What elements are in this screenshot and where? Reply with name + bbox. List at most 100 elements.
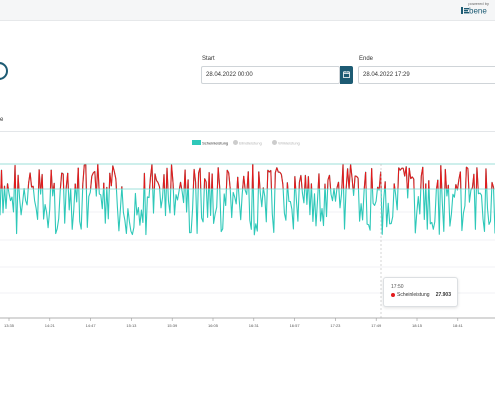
calendar-icon [343, 71, 350, 78]
peak-segment [397, 167, 400, 190]
tooltip-series-name: Scheinleistung [397, 292, 430, 298]
peak-segment [113, 171, 117, 180]
peak-segment [304, 175, 307, 190]
peak-segment [94, 171, 97, 190]
tooltip-value: 27.903 [435, 292, 451, 298]
peak-segment [351, 178, 354, 190]
x-tick-label: 14:21 [45, 323, 56, 328]
peak-segment [170, 164, 174, 183]
peak-segment [485, 168, 488, 190]
peak-segment [163, 174, 166, 190]
power-chart[interactable]: 13:35 14:21 14:47 15:13 15:39 16:05 16:31 16:57… [0, 150, 495, 332]
peak-segment [422, 167, 424, 190]
peak-segment [399, 167, 403, 171]
peak-segment [466, 166, 469, 169]
peak-segment [252, 164, 254, 190]
peak-segment [420, 176, 422, 190]
peak-segment [199, 167, 202, 190]
peak-segment [405, 166, 408, 190]
peak-segment [276, 167, 279, 173]
peak-segment [59, 172, 63, 190]
start-label: Start [202, 56, 215, 62]
start-calendar-button[interactable] [340, 66, 353, 84]
section-label-fragment: e [0, 117, 4, 123]
x-tick-label: 18:41 [453, 323, 464, 328]
peak-segment [67, 172, 69, 190]
tooltip-time: 17:50 [391, 284, 404, 290]
end-date-field[interactable]: 28.04.2022 17:29 [358, 66, 495, 84]
x-tick-label: 14:47 [86, 323, 97, 328]
peak-segment [491, 182, 495, 188]
peak-segment [270, 170, 273, 190]
legend-item-scheinleistung[interactable]: Scheinleistung [192, 140, 228, 148]
peak-segment [157, 182, 161, 187]
peak-segment [85, 164, 87, 190]
peak-segment [61, 172, 64, 175]
legend-label: Scheinleistung [202, 140, 229, 146]
series-line [0, 163, 495, 236]
peak-segment [193, 169, 197, 183]
x-tick-label: 16:05 [208, 323, 219, 328]
peak-segment [328, 175, 332, 190]
peak-segment [294, 176, 297, 190]
peak-segment [151, 164, 154, 190]
peak-segment [247, 171, 250, 190]
section-divider [0, 131, 495, 132]
start-date-field[interactable]: 28.04.2022 00:00 [201, 66, 340, 84]
peak-segment [286, 182, 289, 190]
x-tick-label: 15:39 [167, 323, 178, 328]
peak-segment [467, 168, 470, 190]
peak-segment [237, 177, 240, 190]
peak-segment [455, 184, 458, 190]
peak-segment [266, 170, 269, 190]
peak-segment [153, 173, 156, 190]
peak-segment [204, 178, 207, 182]
refresh-toggle-icon[interactable] [0, 62, 8, 80]
peak-segment [407, 168, 410, 190]
peak-segment [465, 167, 467, 190]
brand-logo[interactable]: bene [461, 6, 495, 18]
peak-segment [243, 176, 246, 190]
x-axis: 13:35 14:21 14:47 15:13 15:39 16:05 16:31 16:57… [0, 317, 495, 328]
x-tick-label: 18:15 [412, 323, 423, 328]
top-bar: powered by bene [0, 0, 495, 21]
series-scheinleistung [0, 163, 495, 236]
peak-segment [208, 172, 211, 190]
peak-segment [29, 172, 33, 188]
x-tick-label: 16:31 [249, 323, 260, 328]
legend-item-blindleistung[interactable]: Blindleistung [233, 140, 262, 148]
peak-segment [476, 167, 479, 190]
peak-segment [97, 163, 100, 190]
chart-tooltip: 17:50 Scheinleistung 27.903 [383, 277, 458, 307]
peak-segment [110, 165, 114, 187]
peak-segment [353, 175, 356, 190]
peak-segment [6, 183, 9, 190]
peak-segment [50, 169, 53, 190]
peak-segment [115, 178, 117, 190]
peak-segment [440, 165, 443, 190]
peak-segment [180, 182, 183, 190]
peak-segment [82, 164, 85, 185]
peak-segment [149, 177, 152, 190]
peak-segment [112, 165, 115, 172]
peak-segment [280, 174, 284, 185]
peak-segment [348, 164, 352, 189]
brand-name: bene [469, 6, 487, 16]
peak-segment [300, 175, 303, 190]
powered-by-label: powered by [468, 1, 489, 6]
peak-segment [217, 167, 221, 188]
peak-segment [356, 176, 359, 179]
legend-swatch [192, 140, 201, 146]
peak-segment [154, 173, 158, 181]
peak-segment [14, 165, 17, 190]
peak-segment [393, 183, 396, 190]
peak-segment [0, 170, 3, 190]
company-logo-icon [461, 7, 469, 15]
legend-label: Wirkleistung [278, 140, 300, 146]
peak-segment [371, 168, 374, 190]
x-tick-label: 17:23 [330, 323, 341, 328]
legend-item-wirkleistung[interactable]: Wirkleistung [272, 140, 300, 148]
peak-segment [228, 172, 231, 189]
peak-segment [342, 164, 345, 190]
peak-segment [411, 176, 415, 180]
